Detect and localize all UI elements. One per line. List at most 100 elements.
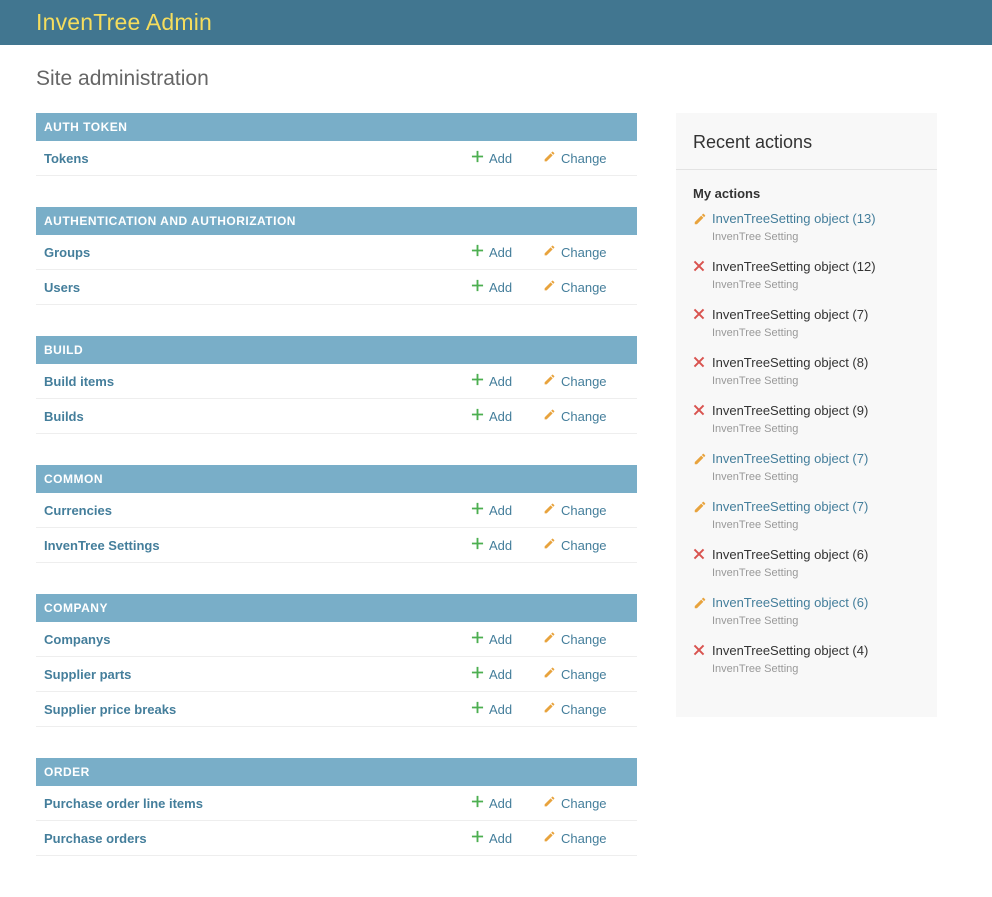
pencil-icon (543, 408, 556, 424)
add-link[interactable]: Add (471, 830, 512, 846)
action-label: InvenTreeSetting object (6) (712, 547, 869, 562)
model-link[interactable]: Build items (44, 373, 115, 389)
action-label: InvenTreeSetting object (4) (712, 643, 869, 658)
section-caption[interactable]: BUILD (36, 336, 637, 364)
model-link[interactable]: Builds (44, 408, 84, 424)
action-label[interactable]: InvenTreeSetting object (7) (712, 451, 869, 466)
add-link[interactable]: Add (471, 701, 512, 717)
model-link[interactable]: Companys (44, 631, 111, 647)
model-row: Purchase orders Add Change (36, 821, 637, 856)
change-link-label: Change (561, 795, 607, 811)
action-type: InvenTree Setting (712, 327, 799, 339)
add-link-label: Add (489, 830, 513, 846)
model-section: ORDER Purchase order line items Add Chan… (36, 758, 637, 856)
change-link[interactable]: Change (543, 795, 607, 811)
brand-title[interactable]: InvenTree Admin (36, 9, 213, 35)
model-section: AUTH TOKEN Tokens Add Change (36, 113, 637, 176)
add-link-label: Add (489, 279, 513, 295)
section-caption[interactable]: COMMON (36, 465, 637, 493)
model-link[interactable]: InvenTree Settings (44, 537, 160, 553)
change-link[interactable]: Change (543, 502, 607, 518)
change-link[interactable]: Change (543, 537, 607, 553)
plus-icon (471, 795, 484, 811)
model-link[interactable]: Users (44, 279, 81, 295)
plus-icon (471, 701, 484, 717)
recent-actions-title: Recent actions (676, 113, 937, 170)
add-link[interactable]: Add (471, 537, 512, 553)
plus-icon (471, 537, 484, 553)
model-link[interactable]: Supplier price breaks (44, 701, 177, 717)
model-row: Companys Add Change (36, 622, 637, 657)
recent-actions-panel: Recent actions My actions InvenTreeSetti… (676, 113, 937, 717)
action-type: InvenTree Setting (712, 231, 799, 243)
change-link[interactable]: Change (543, 830, 607, 846)
add-link[interactable]: Add (471, 502, 512, 518)
add-link-label: Add (489, 631, 513, 647)
recent-action-item: InvenTreeSetting object (13) InvenTree S… (693, 211, 920, 245)
add-link[interactable]: Add (471, 279, 512, 295)
app-header: InvenTree Admin (0, 0, 992, 45)
model-section: BUILD Build items Add Change Builds Add (36, 336, 637, 434)
model-row: Supplier parts Add Change (36, 657, 637, 692)
model-link[interactable]: Tokens (44, 150, 89, 166)
add-link[interactable]: Add (471, 795, 512, 811)
recent-actions-list: InvenTreeSetting object (13) InvenTree S… (676, 205, 937, 717)
pencil-icon (543, 666, 556, 682)
change-link[interactable]: Change (543, 279, 607, 295)
model-row: Groups Add Change (36, 235, 637, 270)
action-label[interactable]: InvenTreeSetting object (13) (712, 211, 876, 226)
model-link[interactable]: Purchase orders (44, 830, 147, 846)
model-section: COMMON Currencies Add Change InvenTree S… (36, 465, 637, 563)
model-link[interactable]: Supplier parts (44, 666, 132, 682)
section-caption[interactable]: AUTHENTICATION AND AUTHORIZATION (36, 207, 637, 235)
model-row: Builds Add Change (36, 399, 637, 434)
recent-action-item: InvenTreeSetting object (9) InvenTree Se… (693, 403, 920, 437)
model-row: Supplier price breaks Add Change (36, 692, 637, 727)
change-link[interactable]: Change (543, 244, 607, 260)
change-link[interactable]: Change (543, 373, 607, 389)
change-link[interactable]: Change (543, 666, 607, 682)
cross-icon (693, 308, 705, 320)
pencil-icon (543, 150, 556, 166)
model-link[interactable]: Purchase order line items (44, 795, 203, 811)
change-link[interactable]: Change (543, 701, 607, 717)
section-rows: Build items Add Change Builds Add Cha (36, 364, 637, 434)
recent-action-item: InvenTreeSetting object (6) InvenTree Se… (693, 547, 920, 581)
section-caption[interactable]: AUTH TOKEN (36, 113, 637, 141)
columns: AUTH TOKEN Tokens Add Change AUTHENTICAT… (36, 113, 956, 887)
change-link-label: Change (561, 701, 607, 717)
recent-action-item: InvenTreeSetting object (7) InvenTree Se… (693, 307, 920, 341)
recent-action-item: InvenTreeSetting object (7) InvenTree Se… (693, 451, 920, 485)
action-label[interactable]: InvenTreeSetting object (6) (712, 595, 869, 610)
action-label[interactable]: InvenTreeSetting object (7) (712, 499, 869, 514)
change-link-label: Change (561, 244, 607, 260)
cross-icon (693, 644, 705, 656)
add-link[interactable]: Add (471, 631, 512, 647)
pencil-icon (543, 502, 556, 518)
add-link[interactable]: Add (471, 666, 512, 682)
add-link[interactable]: Add (471, 244, 512, 260)
change-link-label: Change (561, 150, 607, 166)
model-row: Purchase order line items Add Change (36, 786, 637, 821)
add-link-label: Add (489, 244, 513, 260)
recent-action-item: InvenTreeSetting object (8) InvenTree Se… (693, 355, 920, 389)
model-section: COMPANY Companys Add Change Supplier par… (36, 594, 637, 727)
add-link-label: Add (489, 150, 513, 166)
model-link[interactable]: Currencies (44, 502, 112, 518)
add-link[interactable]: Add (471, 373, 512, 389)
change-link[interactable]: Change (543, 408, 607, 424)
pencil-icon (543, 795, 556, 811)
action-type: InvenTree Setting (712, 423, 799, 435)
change-link[interactable]: Change (543, 631, 607, 647)
add-link[interactable]: Add (471, 150, 512, 166)
model-row: InvenTree Settings Add Change (36, 528, 637, 563)
change-link[interactable]: Change (543, 150, 607, 166)
action-label: InvenTreeSetting object (7) (712, 307, 869, 322)
section-caption[interactable]: COMPANY (36, 594, 637, 622)
add-link[interactable]: Add (471, 408, 512, 424)
section-caption[interactable]: ORDER (36, 758, 637, 786)
pencil-icon (693, 500, 707, 514)
model-link[interactable]: Groups (44, 244, 91, 260)
add-link-label: Add (489, 701, 513, 717)
section-rows: Companys Add Change Supplier parts Add (36, 622, 637, 727)
